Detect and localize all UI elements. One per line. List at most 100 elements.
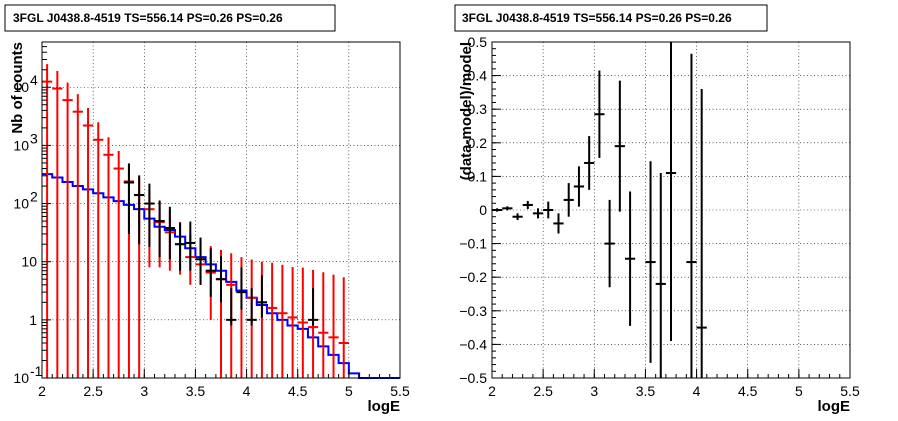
left-y-axis-label: Nb of counts bbox=[9, 42, 26, 134]
residual-point bbox=[604, 199, 615, 288]
left-model-step-line bbox=[42, 173, 400, 379]
left-red-point bbox=[72, 94, 83, 378]
left-plot-frame bbox=[41, 41, 401, 379]
right-y-tick-label: 0.4 bbox=[468, 68, 488, 84]
residual-point bbox=[624, 191, 636, 326]
left-x-tick-label: 4 bbox=[243, 383, 251, 399]
right-y-tick-label: −0.5 bbox=[459, 370, 487, 386]
left-black-point bbox=[226, 288, 237, 326]
right-x-tick-label: 3.5 bbox=[636, 383, 656, 399]
residual-point bbox=[584, 136, 595, 190]
right-residual-series bbox=[492, 42, 707, 378]
left-y-tick-exponent: 2 bbox=[30, 189, 38, 205]
left-grid bbox=[42, 42, 400, 378]
left-black-series bbox=[123, 163, 319, 326]
left-black-point bbox=[123, 163, 135, 234]
right-chart-title: 3FGL J0438.8-4519 TS=556.14 PS=0.26 PS=0… bbox=[462, 11, 732, 25]
left-black-point bbox=[307, 288, 319, 326]
right-y-tick-label: 0 bbox=[479, 202, 487, 218]
left-title-box bbox=[4, 4, 336, 32]
right-y-tick-label: 0.5 bbox=[468, 34, 488, 50]
right-y-tick-label: −0.1 bbox=[459, 236, 487, 252]
left-red-point bbox=[52, 71, 63, 378]
residual-point bbox=[543, 201, 554, 219]
left-y-tick-exponent: 4 bbox=[30, 72, 38, 88]
left-y-tick-exponent: -1 bbox=[30, 363, 43, 379]
residual-point bbox=[655, 173, 666, 378]
residual-point bbox=[665, 42, 677, 342]
left-x-tick-label: 2 bbox=[38, 383, 46, 399]
right-title-box bbox=[454, 4, 768, 32]
right-y-tick-label: −0.2 bbox=[459, 269, 487, 285]
left-y-tick-label: 1 bbox=[29, 312, 37, 328]
left-black-point bbox=[236, 267, 247, 310]
residual-point bbox=[573, 166, 585, 207]
left-model-histogram bbox=[42, 173, 400, 379]
left-black-point bbox=[154, 200, 165, 258]
right-x-tick-label: 2 bbox=[488, 383, 496, 399]
right-x-tick-label: 4 bbox=[693, 383, 701, 399]
left-x-tick-label: 3 bbox=[140, 383, 148, 399]
left-chart-title: 3FGL J0438.8-4519 TS=556.14 PS=0.26 PS=0… bbox=[13, 11, 283, 25]
residual-point bbox=[522, 200, 533, 209]
left-y-tick-label: 10 bbox=[13, 79, 29, 95]
residual-point bbox=[553, 213, 564, 234]
right-x-axis-label: logE bbox=[818, 398, 851, 415]
right-x-tick-label: 4.5 bbox=[738, 383, 758, 399]
residual-point bbox=[686, 53, 697, 378]
left-red-point bbox=[93, 122, 104, 378]
left-x-tick-label: 2.5 bbox=[83, 383, 103, 399]
residual-point bbox=[563, 183, 574, 217]
left-black-point bbox=[134, 175, 145, 245]
residual-point bbox=[532, 208, 544, 219]
right-y-axis-label: (data-model)/model bbox=[458, 42, 475, 180]
left-y-tick-exponent: 3 bbox=[30, 130, 38, 146]
left-red-point bbox=[113, 151, 124, 378]
left-black-point bbox=[164, 206, 175, 260]
left-x-tick-label: 5 bbox=[345, 383, 353, 399]
residual-point bbox=[645, 161, 656, 363]
left-x-axis-ticks: 2 2.5 3 3.5 4 4.5 5 5.5 bbox=[38, 369, 410, 399]
right-x-tick-label: 2.5 bbox=[533, 383, 553, 399]
left-red-point bbox=[277, 264, 288, 378]
residual-point bbox=[502, 206, 513, 211]
left-black-point bbox=[195, 237, 206, 285]
residual-point bbox=[594, 70, 605, 158]
left-red-point bbox=[62, 82, 73, 378]
left-x-tick-label: 3.5 bbox=[186, 383, 206, 399]
left-black-point bbox=[185, 221, 196, 271]
right-panel: 3FGL J0438.8-4519 TS=556.14 PS=0.26 PS=0… bbox=[454, 4, 860, 415]
right-y-tick-label: 0.2 bbox=[468, 135, 488, 151]
residual-point bbox=[512, 213, 523, 221]
left-red-point bbox=[328, 274, 339, 378]
left-red-point bbox=[287, 267, 298, 378]
left-panel: 3FGL J0438.8-4519 TS=556.14 PS=0.26 PS=0… bbox=[4, 4, 410, 415]
left-y-tick-label: 10 bbox=[21, 254, 37, 270]
left-x-axis-label: logE bbox=[368, 398, 401, 415]
left-black-point bbox=[215, 256, 227, 303]
right-y-tick-label: −0.3 bbox=[459, 303, 487, 319]
left-red-point bbox=[318, 272, 329, 378]
left-y-tick-label: 10 bbox=[13, 137, 29, 153]
left-red-point bbox=[338, 277, 349, 378]
right-y-tick-label: 0.1 bbox=[468, 168, 488, 184]
right-y-axis-ticks: −0.5 −0.4 −0.3 −0.2 −0.1 0 0.1 0.2 0.3 0.4 0.5 bbox=[459, 34, 501, 386]
left-y-tick-label: 10 bbox=[13, 196, 29, 212]
right-x-tick-label: 5 bbox=[795, 383, 803, 399]
left-x-tick-label: 5.5 bbox=[390, 383, 410, 399]
residual-point bbox=[696, 89, 707, 378]
right-y-tick-label: 0.3 bbox=[468, 101, 488, 117]
left-y-tick-label: 10 bbox=[13, 370, 29, 386]
left-red-point bbox=[297, 267, 308, 378]
right-x-tick-label: 3 bbox=[590, 383, 598, 399]
right-x-axis-ticks: 2 2.5 3 3.5 4 4.5 5 5.5 bbox=[488, 369, 860, 399]
residual-point bbox=[614, 80, 625, 212]
left-red-point bbox=[82, 107, 94, 378]
left-x-tick-label: 4.5 bbox=[288, 383, 308, 399]
left-red-point bbox=[267, 262, 278, 378]
right-x-tick-label: 5.5 bbox=[840, 383, 860, 399]
right-y-tick-label: −0.4 bbox=[459, 336, 487, 352]
left-black-point bbox=[205, 248, 216, 297]
